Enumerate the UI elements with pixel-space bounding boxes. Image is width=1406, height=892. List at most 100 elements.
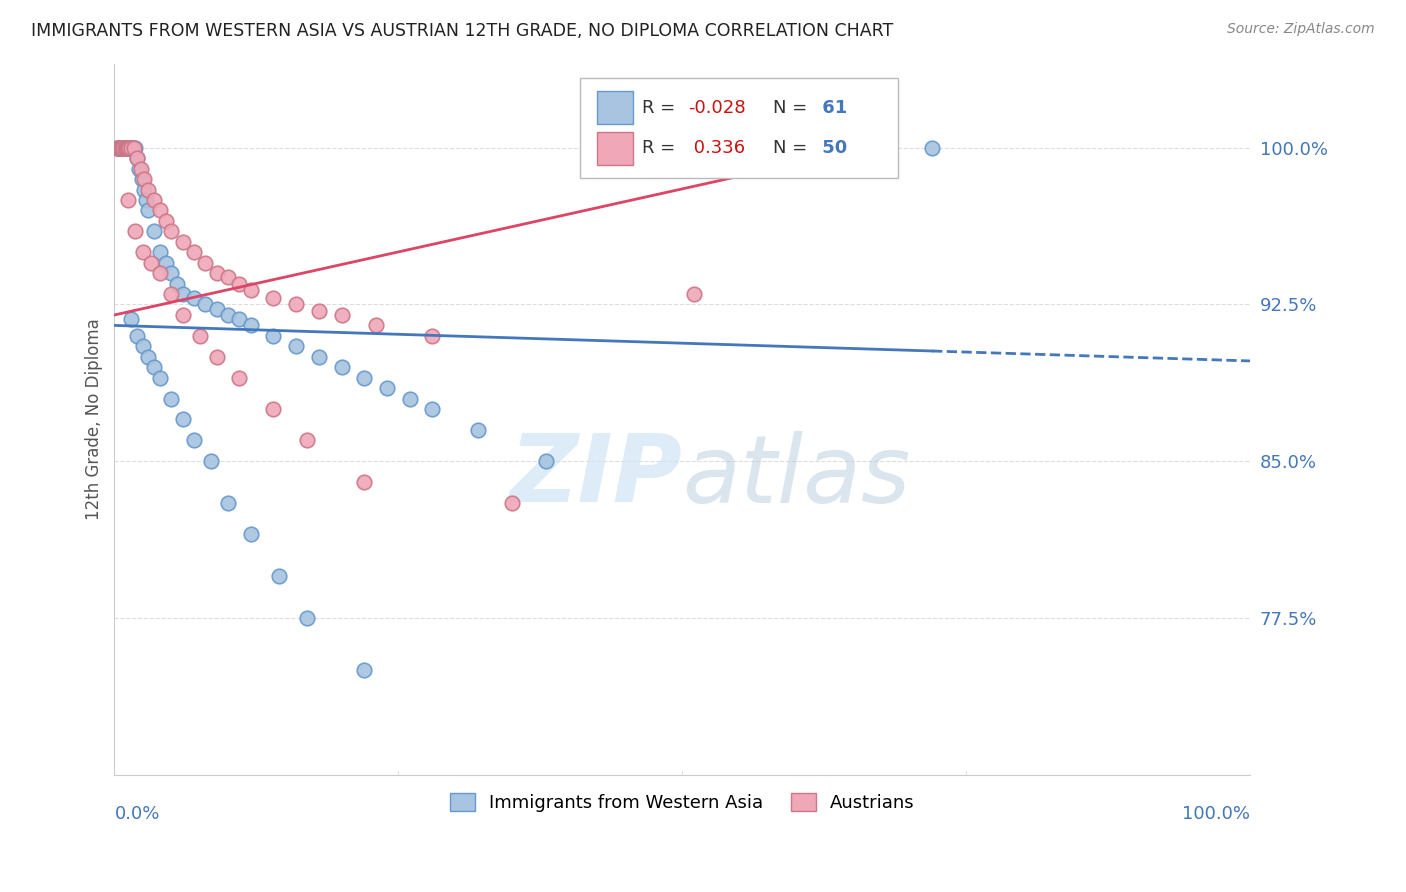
Point bbox=[194, 297, 217, 311]
Point bbox=[308, 303, 330, 318]
Point bbox=[239, 527, 262, 541]
Point bbox=[353, 475, 375, 490]
Point bbox=[139, 255, 162, 269]
Point bbox=[124, 224, 146, 238]
Point bbox=[155, 255, 177, 269]
Point bbox=[160, 224, 183, 238]
Point bbox=[132, 245, 155, 260]
Text: ZIP: ZIP bbox=[509, 430, 682, 523]
Point bbox=[138, 182, 160, 196]
Text: 0.336: 0.336 bbox=[688, 139, 745, 157]
Point bbox=[160, 266, 183, 280]
Text: N =: N = bbox=[773, 139, 813, 157]
Point bbox=[132, 182, 155, 196]
Point bbox=[127, 151, 149, 165]
Point bbox=[143, 224, 166, 238]
Point bbox=[262, 329, 284, 343]
Point bbox=[114, 141, 136, 155]
Point bbox=[467, 423, 489, 437]
Point bbox=[297, 611, 319, 625]
Point bbox=[262, 402, 284, 417]
Point bbox=[422, 329, 444, 343]
Point bbox=[188, 329, 211, 343]
Point bbox=[114, 141, 136, 155]
Point bbox=[135, 193, 157, 207]
Point bbox=[172, 287, 194, 301]
Point bbox=[172, 412, 194, 426]
Point bbox=[129, 161, 152, 176]
Point bbox=[117, 141, 139, 155]
Point bbox=[353, 664, 375, 678]
Point bbox=[117, 141, 139, 155]
Point bbox=[138, 350, 160, 364]
Point bbox=[127, 151, 149, 165]
Point bbox=[375, 381, 398, 395]
Point bbox=[267, 569, 290, 583]
Point bbox=[120, 141, 142, 155]
Point bbox=[534, 454, 557, 468]
Point bbox=[398, 392, 420, 406]
Point bbox=[107, 141, 129, 155]
Point bbox=[131, 172, 153, 186]
Point bbox=[422, 402, 444, 417]
Point bbox=[353, 370, 375, 384]
Point bbox=[110, 141, 132, 155]
Point bbox=[112, 141, 135, 155]
Point bbox=[122, 141, 145, 155]
Text: 50: 50 bbox=[817, 139, 848, 157]
Point bbox=[149, 203, 172, 218]
Point bbox=[124, 141, 146, 155]
Point bbox=[108, 141, 131, 155]
Point bbox=[183, 245, 205, 260]
Point bbox=[262, 291, 284, 305]
Point bbox=[172, 235, 194, 249]
Point bbox=[120, 141, 142, 155]
Point bbox=[108, 141, 131, 155]
Point bbox=[132, 339, 155, 353]
Point bbox=[132, 172, 155, 186]
Point bbox=[166, 277, 188, 291]
Point bbox=[172, 308, 194, 322]
Text: 100.0%: 100.0% bbox=[1182, 805, 1250, 823]
Point bbox=[143, 193, 166, 207]
Point bbox=[120, 141, 142, 155]
Point bbox=[239, 318, 262, 333]
Text: atlas: atlas bbox=[682, 431, 911, 522]
Point bbox=[364, 318, 387, 333]
Point bbox=[105, 141, 128, 155]
Point bbox=[118, 141, 141, 155]
Point bbox=[330, 308, 353, 322]
Point bbox=[115, 141, 138, 155]
Text: R =: R = bbox=[643, 99, 682, 117]
Text: IMMIGRANTS FROM WESTERN ASIA VS AUSTRIAN 12TH GRADE, NO DIPLOMA CORRELATION CHAR: IMMIGRANTS FROM WESTERN ASIA VS AUSTRIAN… bbox=[31, 22, 893, 40]
Point bbox=[205, 266, 228, 280]
Point bbox=[127, 329, 149, 343]
Text: 0.0%: 0.0% bbox=[114, 805, 160, 823]
Point bbox=[105, 141, 128, 155]
Point bbox=[107, 141, 129, 155]
Point bbox=[111, 141, 134, 155]
Point bbox=[117, 193, 139, 207]
Point bbox=[308, 350, 330, 364]
Point bbox=[501, 496, 523, 510]
Point bbox=[194, 255, 217, 269]
Point bbox=[217, 496, 239, 510]
FancyBboxPatch shape bbox=[598, 132, 633, 165]
Point bbox=[285, 297, 308, 311]
Y-axis label: 12th Grade, No Diploma: 12th Grade, No Diploma bbox=[86, 318, 103, 520]
Point bbox=[108, 141, 131, 155]
Legend: Immigrants from Western Asia, Austrians: Immigrants from Western Asia, Austrians bbox=[443, 786, 922, 819]
Point bbox=[111, 141, 134, 155]
Point bbox=[149, 370, 172, 384]
Point bbox=[217, 308, 239, 322]
Point bbox=[115, 141, 138, 155]
Text: R =: R = bbox=[643, 139, 682, 157]
Point bbox=[121, 141, 143, 155]
Point bbox=[205, 301, 228, 316]
Point bbox=[183, 291, 205, 305]
Point bbox=[160, 287, 183, 301]
FancyBboxPatch shape bbox=[581, 78, 898, 178]
Text: 61: 61 bbox=[817, 99, 848, 117]
Point bbox=[228, 370, 250, 384]
Point bbox=[122, 141, 145, 155]
